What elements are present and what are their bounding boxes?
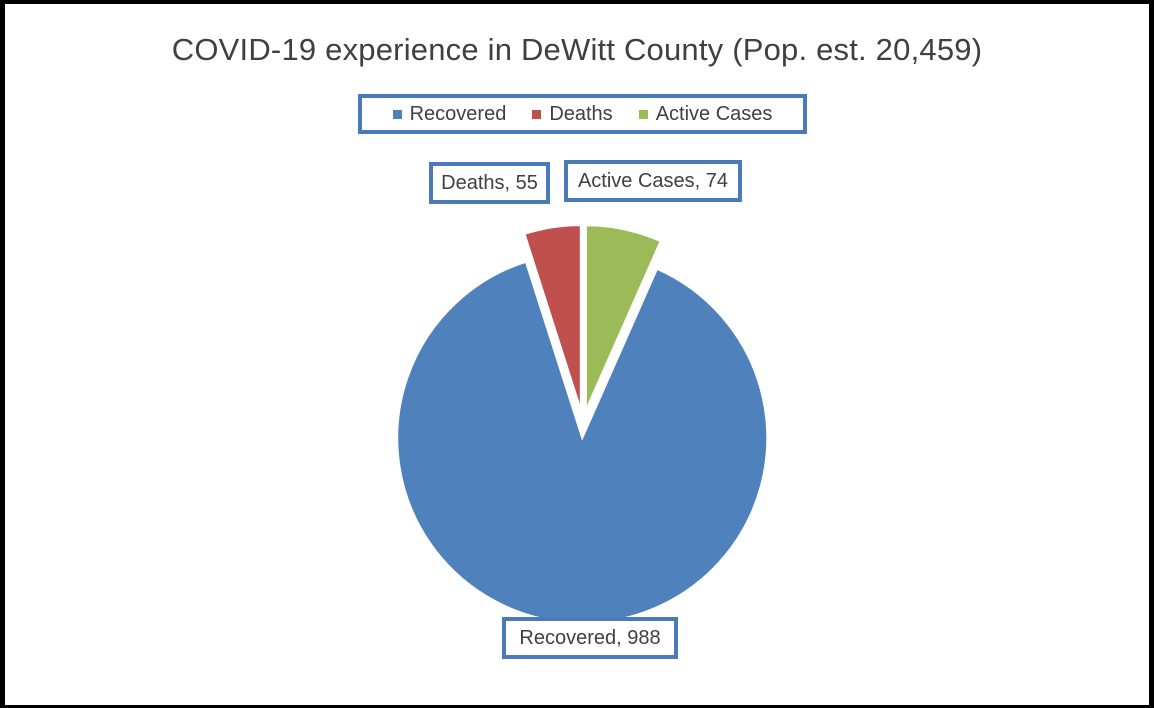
legend-item-active-cases: Active Cases — [638, 102, 773, 126]
data-label-deaths: Deaths, 55 — [429, 162, 550, 204]
legend-swatch-active-cases — [638, 109, 648, 119]
legend-item-deaths: Deaths — [532, 102, 613, 126]
legend-label-deaths: Deaths — [549, 102, 613, 125]
legend-swatch-deaths — [532, 109, 542, 119]
legend-label-recovered: Recovered — [409, 102, 507, 125]
pie-slice-recovered — [396, 260, 769, 624]
legend-label-active-cases: Active Cases — [655, 102, 773, 125]
legend-item-recovered: Recovered — [392, 102, 507, 126]
chart-title: COVID-19 experience in DeWitt County (Po… — [171, 32, 983, 67]
data-label-recovered: Recovered, 988 — [502, 617, 678, 659]
pie-slice-deaths — [523, 224, 582, 411]
chart-legend: Recovered Deaths Active Cases — [358, 94, 807, 134]
legend-swatch-recovered — [392, 109, 402, 119]
pie-slice-active-cases — [584, 224, 663, 411]
data-label-active-cases: Active Cases, 74 — [564, 160, 742, 202]
